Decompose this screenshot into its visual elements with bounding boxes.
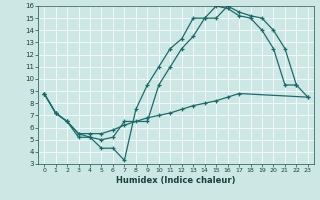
X-axis label: Humidex (Indice chaleur): Humidex (Indice chaleur) <box>116 176 236 185</box>
